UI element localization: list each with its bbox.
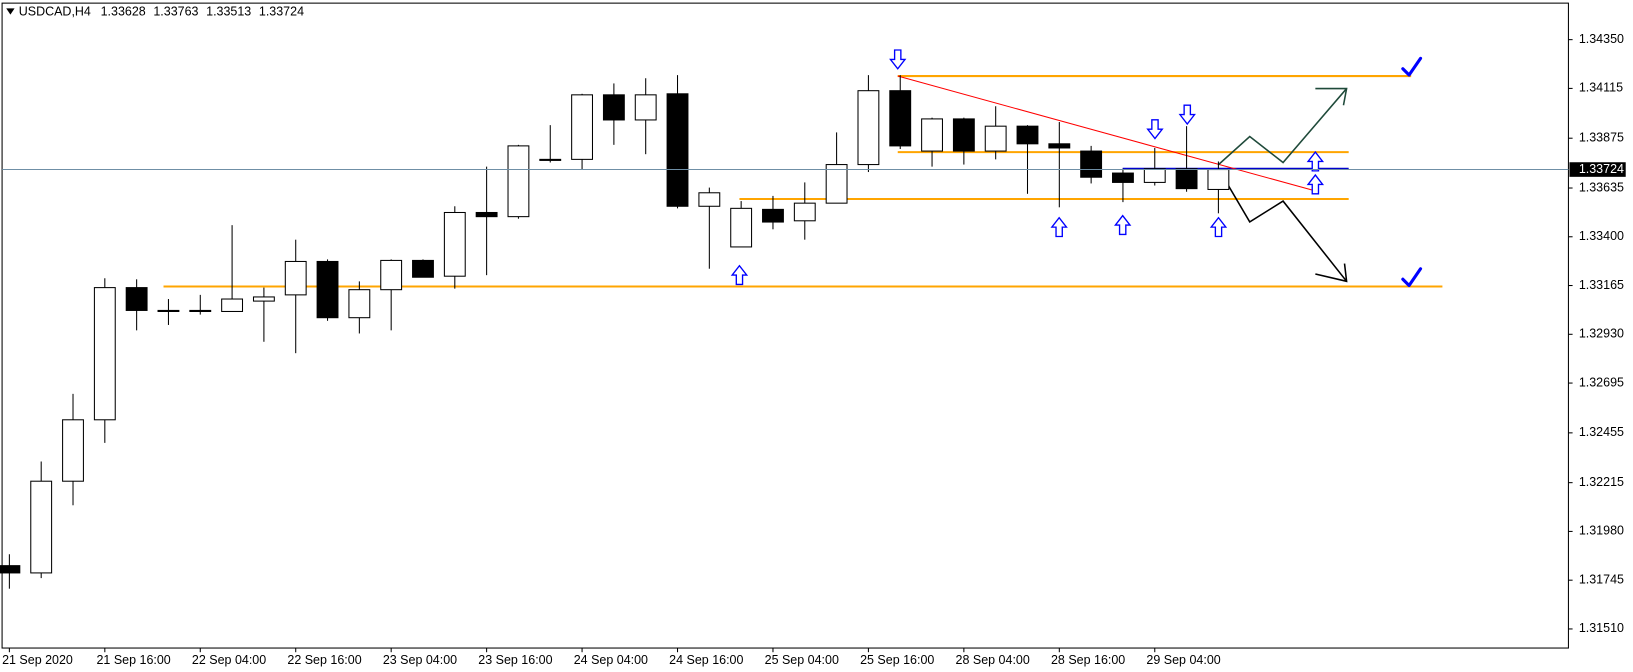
check-mark — [1401, 56, 1423, 77]
x-tick-label: 21 Sep 2020 — [2, 653, 73, 667]
candle-body — [1016, 125, 1039, 145]
y-tick-label: 1.33400 — [1579, 229, 1624, 243]
plot-frame — [1, 2, 1569, 649]
y-tick-label: 1.32215 — [1579, 475, 1624, 489]
header-high: 1.33763 — [153, 5, 198, 19]
candle-body — [252, 296, 275, 302]
candle-body — [507, 145, 530, 218]
header-low: 1.33513 — [206, 5, 251, 19]
candle-body — [825, 164, 848, 204]
bearish-projection — [1217, 168, 1348, 282]
candle-body — [1080, 150, 1103, 178]
candle-body — [698, 192, 721, 207]
y-tick-label: 1.32455 — [1579, 425, 1624, 439]
candle-body — [984, 125, 1007, 152]
y-tick-label: 1.32695 — [1579, 375, 1624, 389]
y-tick-label: 1.34115 — [1579, 81, 1623, 95]
candle-body — [634, 94, 657, 121]
candle-body — [602, 94, 625, 121]
bearish-arrowhead — [1315, 263, 1348, 283]
candle-body — [284, 260, 307, 296]
x-tick-label: 22 Sep 16:00 — [287, 653, 361, 667]
candle-body — [889, 90, 912, 147]
x-tick-label: 23 Sep 04:00 — [383, 653, 457, 667]
chart-header: USDCAD,H4 1.33628 1.33763 1.33513 1.3372… — [19, 5, 304, 19]
candle-body — [1048, 143, 1071, 149]
candle-body — [762, 208, 784, 223]
candle-body — [62, 419, 84, 482]
current-price-label: 1.33724 — [1579, 162, 1624, 176]
y-tick-label: 1.34350 — [1579, 32, 1624, 46]
trend-line — [897, 75, 1315, 192]
y-tick-label: 1.31980 — [1579, 524, 1624, 538]
candle-body — [412, 259, 434, 278]
y-tick-label: 1.33875 — [1579, 131, 1624, 145]
candle-body — [539, 158, 562, 161]
candle-body — [1207, 169, 1230, 190]
candle-body — [443, 211, 466, 277]
candle-body — [0, 565, 21, 574]
y-tick-label: 1.33165 — [1579, 278, 1624, 292]
bullish-arrowhead — [1315, 87, 1348, 106]
candle-body — [1143, 168, 1166, 183]
header-close: 1.33724 — [259, 5, 304, 19]
x-tick-label: 28 Sep 16:00 — [1051, 653, 1125, 667]
candle-body — [125, 287, 148, 311]
symbol: USDCAD,H4 — [19, 5, 91, 19]
candle-body — [921, 118, 943, 152]
candle-body — [189, 309, 212, 312]
x-tick-label: 24 Sep 04:00 — [574, 653, 648, 667]
bullish-projection — [1217, 88, 1348, 166]
candle-body — [793, 202, 816, 222]
y-tick-label: 1.31745 — [1579, 572, 1624, 586]
candle-body — [1112, 172, 1134, 183]
x-tick-label: 25 Sep 16:00 — [860, 653, 934, 667]
candle-body — [157, 309, 180, 312]
candle-body — [348, 289, 371, 319]
x-tick-label: 24 Sep 16:00 — [669, 653, 743, 667]
candle-body — [857, 90, 880, 166]
x-tick-label: 22 Sep 04:00 — [192, 653, 266, 667]
candle-body — [93, 287, 116, 421]
candle-body — [1175, 168, 1198, 190]
candle-body — [221, 298, 244, 312]
candle-body — [380, 259, 403, 291]
x-tick-label: 23 Sep 16:00 — [478, 653, 552, 667]
y-tick-label: 1.33635 — [1579, 180, 1624, 194]
candle-body — [666, 93, 689, 207]
candle-body — [730, 207, 753, 248]
x-tick-label: 28 Sep 04:00 — [956, 653, 1030, 667]
menu-triangle[interactable] — [6, 8, 15, 15]
x-tick-label: 25 Sep 04:00 — [765, 653, 839, 667]
header-open: 1.33628 — [101, 5, 146, 19]
candle-body — [475, 211, 498, 218]
candle-body — [30, 480, 53, 574]
x-tick-label: 29 Sep 04:00 — [1146, 653, 1220, 667]
check-mark — [1401, 267, 1423, 288]
x-tick-label: 21 Sep 16:00 — [96, 653, 170, 667]
candle-body — [316, 260, 339, 319]
candle-body — [952, 118, 975, 152]
candle-body — [571, 94, 594, 160]
y-tick-label: 1.31510 — [1579, 621, 1624, 635]
current-price-box — [1569, 162, 1626, 177]
y-tick-label: 1.32930 — [1579, 327, 1624, 341]
